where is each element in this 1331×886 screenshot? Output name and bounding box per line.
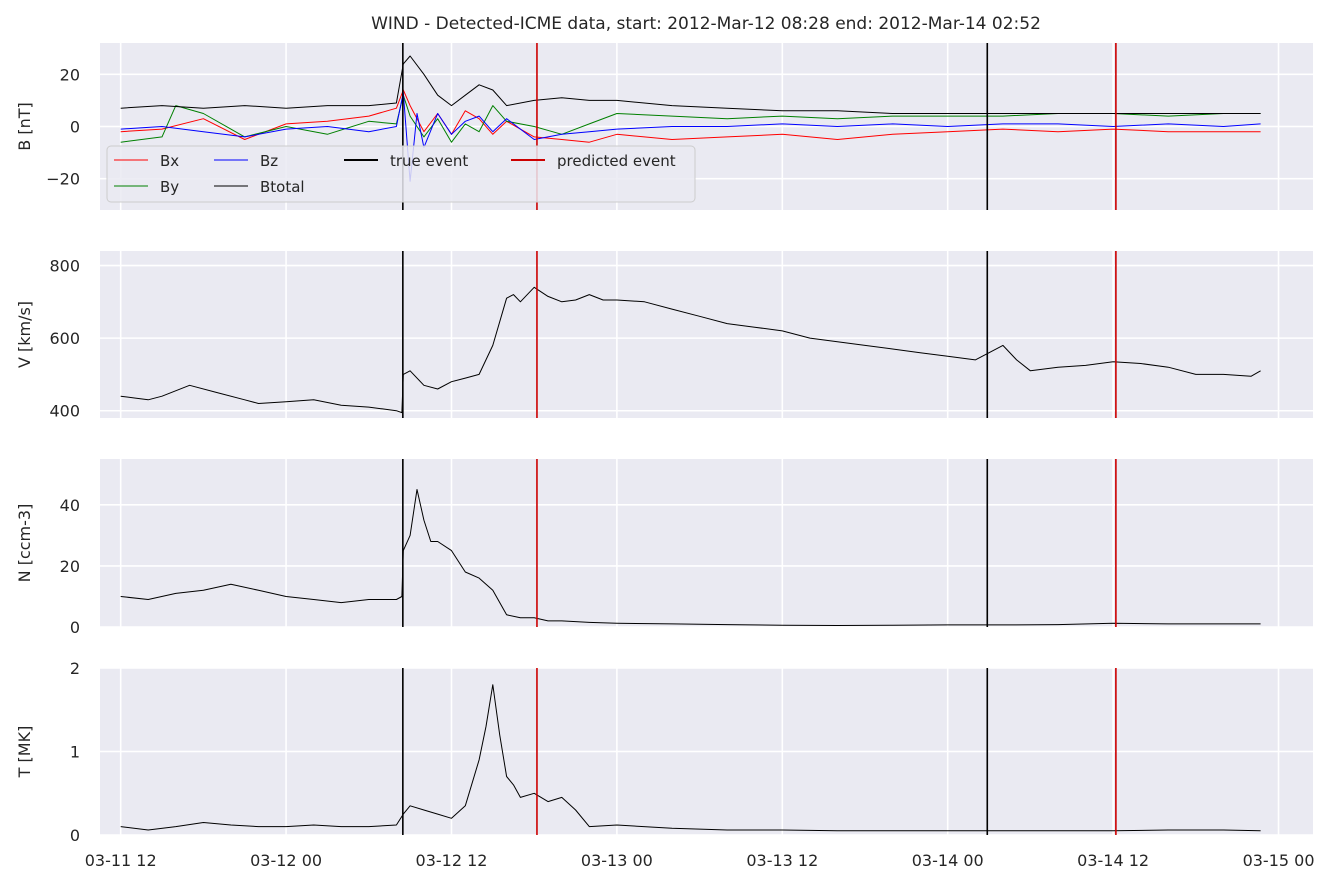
series-B-by [120,94,1261,143]
legend-label-bz: Bz [260,152,278,170]
series-V-v [120,286,1261,414]
y-tick-label-N-2: 40 [60,496,80,515]
plot-area-N [100,459,1313,627]
y-axis-label-T: T [MK] [15,726,34,779]
x-tick-label-4: 03-13 12 [746,851,818,870]
y-tick-label-V-1: 600 [49,329,80,348]
series-N-n [120,489,1261,626]
y-axis-label-B: B [nT] [15,102,34,150]
x-tick-label-1: 03-12 00 [250,851,322,870]
y-tick-label-T-0: 0 [70,826,80,845]
plot-area-V [100,251,1313,418]
x-tick-label-0: 03-11 12 [85,851,157,870]
legend-label-by: By [160,178,179,196]
y-tick-label-V-2: 800 [49,257,80,276]
legend-box [106,145,696,203]
y-tick-label-B-0: −20 [46,170,80,189]
y-tick-label-T-1: 1 [70,743,80,762]
panel-N: 0 20 40 N [ccm-3] [15,459,1313,637]
y-tick-label-B-2: 20 [60,65,80,84]
y-tick-label-N-0: 0 [70,618,80,637]
y-tick-label-T-2: 2 [70,659,80,678]
panel-T: 0 1 2 T [MK] [15,659,1313,845]
x-axis-ticks: 03-11 12 03-12 00 03-12 12 03-13 00 03-13 12… [85,851,1315,870]
legend-label-bx: Bx [160,152,179,170]
y-tick-label-B-1: 0 [70,118,80,137]
legend: Bx By Bz Btotal true event predicted event [106,145,696,203]
legend-label-predicted-event: predicted event [557,152,676,170]
x-tick-label-3: 03-13 00 [581,851,653,870]
x-tick-label-2: 03-12 12 [416,851,488,870]
series-B-btotal [120,55,1261,114]
y-tick-label-V-0: 400 [49,402,80,421]
x-tick-label-7: 03-15 00 [1243,851,1315,870]
series-B-bz [120,92,1261,182]
y-tick-label-N-1: 20 [60,557,80,576]
legend-label-true-event: true event [390,152,468,170]
x-tick-label-5: 03-14 00 [912,851,984,870]
series-T-t [120,684,1261,832]
chart-title: WIND - Detected-ICME data, start: 2012-M… [371,14,1041,34]
y-axis-label-N: N [ccm-3] [15,504,34,583]
y-axis-label-V: V [km/s] [15,301,34,368]
legend-label-btotal: Btotal [260,178,305,196]
x-tick-label-6: 03-14 12 [1077,851,1149,870]
panel-V: 400 600 800 V [km/s] [15,251,1313,421]
